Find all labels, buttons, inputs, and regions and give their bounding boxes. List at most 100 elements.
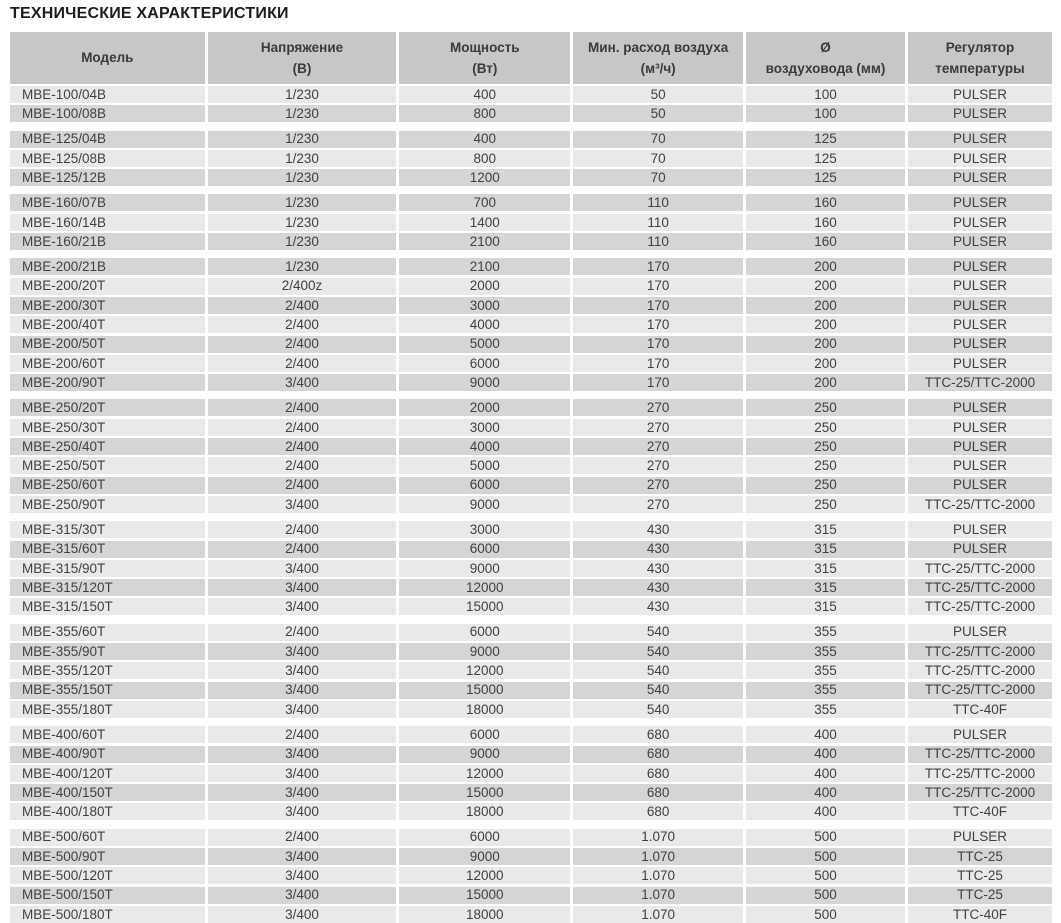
cell-airflow: 270 [573,457,744,475]
cell-model: MBE-315/30T [10,521,205,539]
cell-model: MBE-125/12B [10,169,205,187]
table-row: MBE-355/180T 3/400 18000 540 355 TTC-40F [10,700,1052,718]
cell-airflow: 270 [573,418,744,436]
cell-temp-regulator: TTC-25/TTC-2000 [907,745,1052,763]
cell-temp-regulator: PULSER [907,149,1052,167]
cell-duct-diameter: 355 [746,662,905,680]
cell-airflow: 430 [573,598,744,616]
cell-duct-diameter: 200 [746,354,905,372]
cell-power: 18000 [399,803,571,821]
table-row: MBE-250/60T 2/400 6000 270 250 PULSER [10,476,1052,494]
cell-voltage: 3/400 [207,700,397,718]
cell-voltage: 2/400 [207,476,397,494]
cell-airflow: 110 [573,194,744,212]
table-row: MBE-500/180T 3/400 18000 1.070 500 TTC-40F [10,905,1052,923]
cell-temp-regulator: TTC-40F [907,905,1052,923]
cell-voltage: 2/400 [207,296,397,314]
cell-duct-diameter: 500 [746,905,905,923]
cell-power: 400 [399,130,571,148]
table-row: MBE-500/120T 3/400 12000 1.070 500 TTC-25 [10,867,1052,885]
cell-temp-regulator: TTC-40F [907,803,1052,821]
cell-temp-regulator: PULSER [907,194,1052,212]
cell-temp-regulator: TTC-40F [907,700,1052,718]
header-label: Модель [81,50,134,66]
cell-airflow: 430 [573,540,744,558]
cell-model: MBE-355/90T [10,643,205,661]
cell-model: MBE-250/40T [10,438,205,456]
cell-airflow: 170 [573,316,744,334]
cell-duct-diameter: 500 [746,867,905,885]
cell-duct-diameter: 315 [746,521,905,539]
cell-voltage: 3/400 [207,579,397,597]
cell-duct-diameter: 160 [746,213,905,231]
table-row: MBE-500/150T 3/400 15000 1.070 500 TTC-25 [10,886,1052,904]
header-label: (Вт) [472,60,498,76]
table-row: MBE-400/180T 3/400 18000 680 400 TTC-40F [10,803,1052,821]
cell-power: 9000 [399,374,571,392]
table-row: MBE-400/120T 3/400 12000 680 400 TTC-25/TTC-2… [10,764,1052,782]
cell-duct-diameter: 250 [746,399,905,417]
cell-model: MBE-125/04B [10,130,205,148]
cell-power: 2100 [399,258,571,276]
cell-power: 9000 [399,745,571,763]
cell-model: MBE-355/60T [10,623,205,641]
cell-temp-regulator: PULSER [907,623,1052,641]
table-row: MBE-500/60T 2/400 6000 1.070 500 PULSER [10,828,1052,846]
cell-voltage: 1/230 [207,86,397,103]
cell-power: 400 [399,86,571,103]
cell-temp-regulator: PULSER [907,213,1052,231]
cell-duct-diameter: 315 [746,540,905,558]
cell-temp-regulator: TTC-25/TTC-2000 [907,643,1052,661]
cell-power: 15000 [399,886,571,904]
page-title: ТЕХНИЧЕСКИЕ ХАРАКТЕРИСТИКИ [10,5,289,22]
table-row: MBE-250/40T 2/400 4000 270 250 PULSER [10,438,1052,456]
cell-voltage: 1/230 [207,105,397,123]
header-temp-regulator: Регулятор температуры [907,32,1052,84]
cell-airflow: 110 [573,213,744,231]
cell-temp-regulator: TTC-25/TTC-2000 [907,662,1052,680]
table-row: MBE-250/20T 2/400 2000 270 250 PULSER [10,399,1052,417]
cell-temp-regulator: PULSER [907,828,1052,846]
header-label: Регулятор [945,40,1015,55]
table-row: MBE-355/150T 3/400 15000 540 355 TTC-25/TTC-2… [10,681,1052,699]
cell-duct-diameter: 200 [746,277,905,295]
cell-model: MBE-200/90T [10,374,205,392]
cell-power: 3000 [399,521,571,539]
cell-power: 9000 [399,495,571,513]
cell-airflow: 540 [573,623,744,641]
cell-temp-regulator: PULSER [907,258,1052,276]
table-row: MBE-355/120T 3/400 12000 540 355 TTC-25/TTC-2… [10,662,1052,680]
cell-model: MBE-400/60T [10,726,205,744]
table-row: MBE-355/60T 2/400 6000 540 355 PULSER [10,623,1052,641]
cell-airflow: 170 [573,277,744,295]
cell-airflow: 70 [573,149,744,167]
cell-power: 4000 [399,438,571,456]
cell-airflow: 430 [573,559,744,577]
cell-model: MBE-250/20T [10,399,205,417]
cell-duct-diameter: 100 [746,86,905,103]
header-label: Ø [820,40,831,55]
cell-duct-diameter: 125 [746,149,905,167]
cell-power: 800 [399,149,571,167]
cell-voltage: 3/400 [207,847,397,865]
cell-airflow: 170 [573,296,744,314]
cell-duct-diameter: 200 [746,374,905,392]
cell-model: MBE-500/150T [10,886,205,904]
cell-temp-regulator: PULSER [907,399,1052,417]
cell-airflow: 1.070 [573,828,744,846]
cell-temp-regulator: PULSER [907,418,1052,436]
cell-model: MBE-355/120T [10,662,205,680]
cell-model: MBE-160/07B [10,194,205,212]
cell-duct-diameter: 200 [746,258,905,276]
table-row: MBE-200/21B 1/230 2100 170 200 PULSER [10,258,1052,276]
cell-temp-regulator: PULSER [907,457,1052,475]
cell-voltage: 2/400 [207,335,397,353]
cell-power: 5000 [399,457,571,475]
cell-duct-diameter: 100 [746,105,905,123]
cell-duct-diameter: 500 [746,886,905,904]
cell-temp-regulator: PULSER [907,726,1052,744]
cell-voltage: 3/400 [207,803,397,821]
cell-temp-regulator: PULSER [907,335,1052,353]
cell-power: 700 [399,194,571,212]
cell-airflow: 70 [573,130,744,148]
